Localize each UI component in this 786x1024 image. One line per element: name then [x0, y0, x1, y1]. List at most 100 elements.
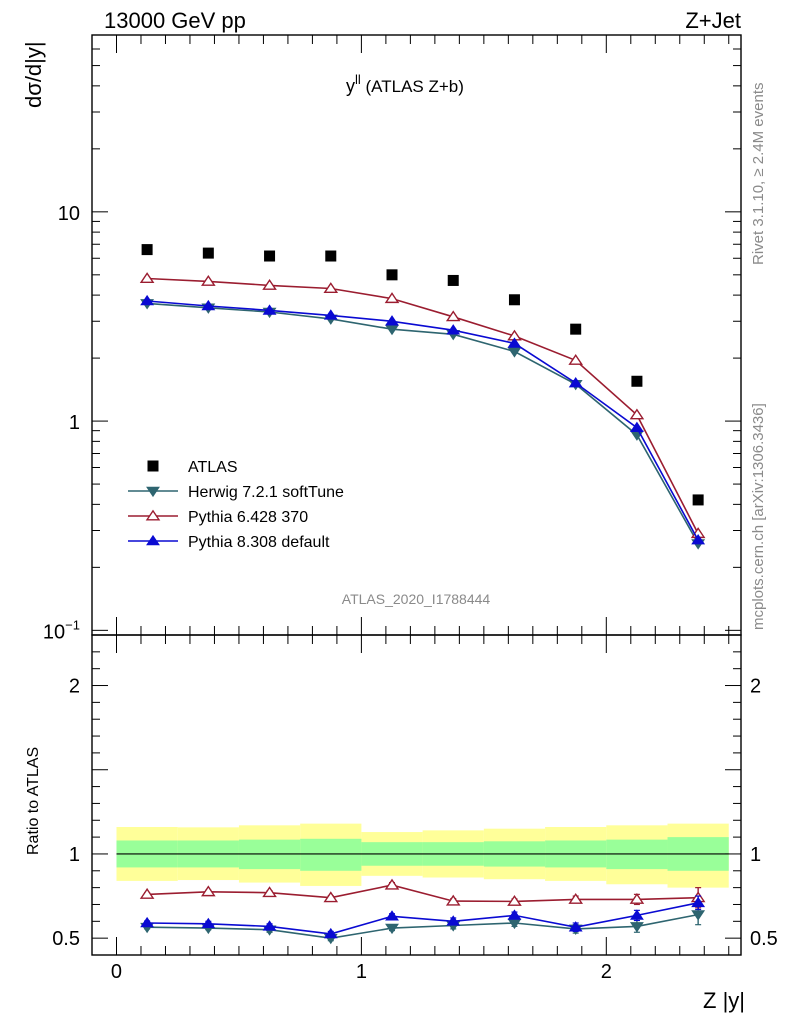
ratio-series-0-point — [629, 922, 644, 933]
plot-title: yll (ATLAS Z+b) — [346, 72, 464, 96]
series-0-point — [202, 247, 214, 259]
ratio-series-1-point — [568, 892, 583, 904]
ratio-plot-frame — [91, 634, 742, 956]
side-rivet-label: Rivet 3.1.10, ≥ 2.4M events — [750, 83, 767, 266]
ratio-series-0-point — [691, 910, 706, 921]
x-tick-label: 1 — [356, 961, 367, 983]
ratio-series-2-point — [140, 916, 155, 928]
series-0-point — [570, 323, 582, 335]
legend-marker — [147, 460, 159, 472]
series-0-point — [325, 250, 337, 262]
x-axis-label: Z |y| — [703, 988, 745, 1013]
series-3-point — [568, 376, 583, 388]
series-0-point — [631, 375, 643, 387]
ratio-y-tick-label-right: 0.5 — [750, 928, 778, 950]
ratio-y-tick-label-left: 2 — [69, 676, 80, 698]
ratio-series-2-point — [262, 920, 277, 931]
ratio-series-1-line — [147, 884, 699, 903]
series-3-point — [446, 324, 461, 335]
ratio-series-2-point — [507, 909, 522, 920]
main-y-tick-label-base: 10 — [43, 621, 65, 643]
legend-marker — [146, 486, 160, 498]
ratio-series-0-line — [147, 913, 699, 940]
ratio-y-tick-label-right: 1 — [750, 844, 761, 866]
ratio-y-axis-label: Ratio to ATLAS — [25, 747, 42, 855]
series-1-point — [507, 347, 522, 358]
series-3-point — [323, 309, 338, 320]
legend-marker — [145, 509, 161, 521]
series-3-point — [629, 421, 644, 432]
ratio-series-1-point — [507, 895, 522, 906]
series-2-point — [139, 272, 155, 284]
ratio-series-1-point — [139, 887, 155, 899]
ratio-series-2-point — [691, 896, 706, 908]
series-0-point — [508, 294, 520, 306]
ratio-series-2-point — [385, 910, 399, 921]
legend-label: Herwig 7.2.1 softTune — [188, 484, 344, 501]
chart-marks — [139, 244, 706, 945]
ratio-series-2-point — [201, 917, 216, 929]
analysis-watermark: ATLAS_2020_I1788444 — [342, 591, 491, 607]
series-3-point — [140, 294, 155, 306]
ratio-series-2-point — [629, 909, 644, 920]
x-tick-label: 2 — [601, 961, 612, 983]
series-2-point — [384, 292, 400, 304]
main-y-tick-label-exponent: −1 — [65, 617, 80, 632]
ratio-series-2-point — [323, 927, 338, 939]
ratio-y-tick-label-right: 2 — [750, 676, 761, 698]
ratio-series-1-point — [629, 892, 645, 904]
series-2-point — [201, 274, 216, 286]
ratio-series-1-point — [384, 878, 400, 890]
ratio-series-2-point — [568, 921, 583, 932]
series-2-point — [323, 282, 339, 294]
series-0-point — [386, 269, 398, 281]
header-left: 13000 GeV pp — [104, 8, 246, 33]
legend-label: Pythia 6.428 370 — [188, 509, 308, 526]
series-3-point — [201, 299, 216, 311]
series-3-line — [147, 300, 699, 541]
series-3-point — [262, 304, 277, 315]
header-right: Z+Jet — [685, 8, 741, 33]
ratio-series-1-point — [445, 894, 461, 906]
ratio-band-green — [300, 838, 362, 871]
series-2-line — [147, 277, 699, 534]
plot-title-rest: (ATLAS Z+b) — [361, 77, 464, 96]
main-y-tick-label: 10−1 — [43, 617, 80, 643]
series-3-point — [507, 337, 522, 348]
main-y-tick-label: 10 — [58, 203, 80, 225]
ratio-series-2-point — [446, 915, 461, 926]
series-3-point — [385, 315, 399, 326]
series-0-point — [264, 250, 276, 262]
x-tick-label: 0 — [111, 961, 122, 983]
ratio-series-2-line — [147, 902, 699, 935]
plot-title-main: y — [346, 76, 355, 96]
main-y-axis-label: dσ/d|y| — [21, 41, 46, 108]
ratio-series-1-point — [201, 885, 216, 897]
ratio-y-tick-label-left: 0.5 — [52, 928, 80, 950]
series-2-point — [445, 310, 461, 322]
legend-label: Pythia 8.308 default — [188, 534, 330, 551]
series-3-point — [691, 534, 706, 545]
main-y-tick-label-base: 1 — [69, 412, 80, 434]
legend: ATLAS Herwig 7.2.1 softTune Pythia 6.428 3… — [128, 459, 344, 551]
series-1-line — [147, 302, 699, 544]
ratio-series-0-point — [385, 923, 399, 935]
ratio-plot — [116, 823, 729, 888]
plot-title-superscript: ll — [355, 72, 361, 87]
series-0-point — [447, 274, 459, 286]
ratio-series-1-point — [262, 886, 277, 898]
series-2-point — [629, 408, 645, 420]
series-0-point — [141, 244, 153, 256]
main-y-tick-label: 1 — [69, 412, 80, 434]
legend-label: ATLAS — [188, 459, 238, 476]
ratio-series-1-point — [323, 891, 339, 903]
side-mcplots-label: mcplots.cern.ch [arXiv:1306.3436] — [750, 403, 767, 630]
series-2-point — [568, 353, 583, 365]
main-y-tick-label-base: 10 — [58, 203, 80, 225]
legend-marker — [146, 534, 160, 546]
series-2-point — [262, 278, 277, 290]
ratio-y-tick-label-left: 1 — [69, 844, 80, 866]
series-0-point — [692, 494, 704, 506]
